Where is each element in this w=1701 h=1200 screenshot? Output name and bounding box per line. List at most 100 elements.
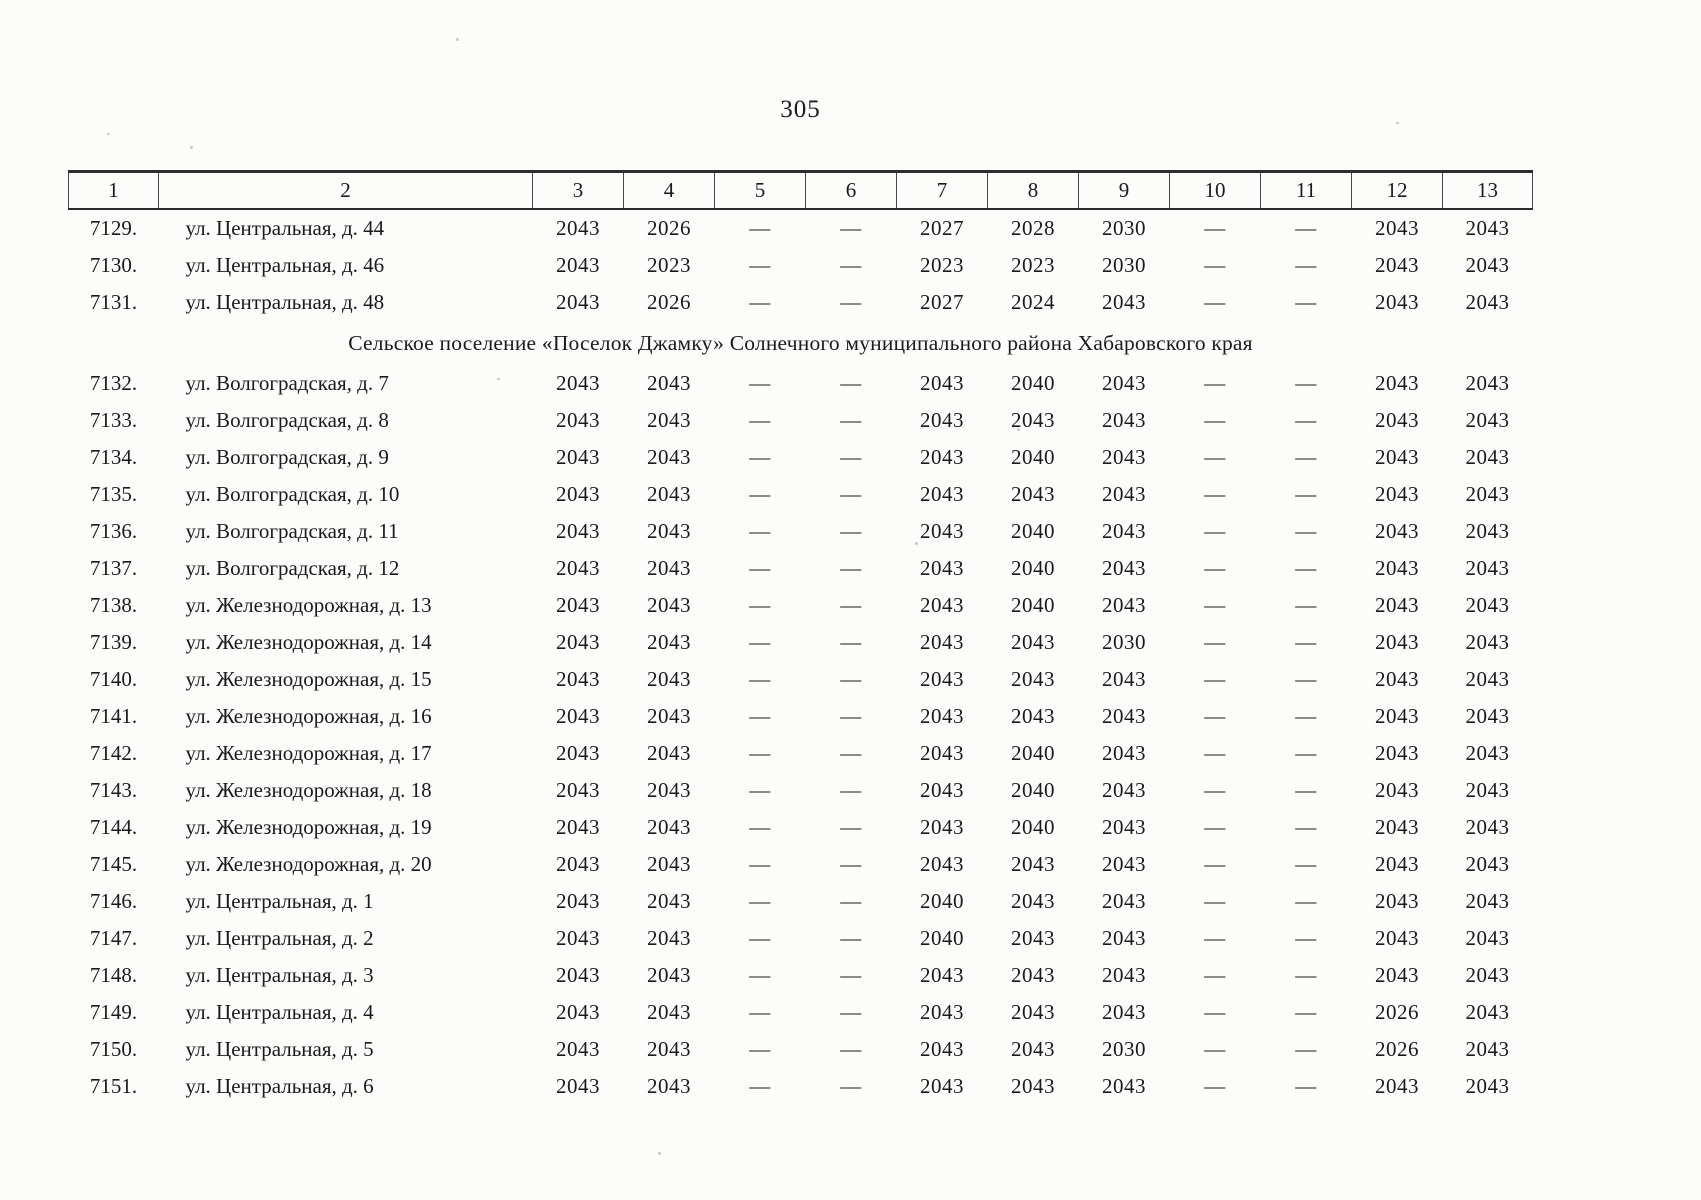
row-address: ул. Железнодорожная, д. 14 [185, 630, 432, 654]
row-address: ул. Центральная, д. 46 [185, 253, 385, 277]
row-value-col7: 2023 [920, 253, 964, 277]
row-value-col9: 2043 [1102, 852, 1146, 876]
row-value-col10: — [1204, 445, 1226, 469]
row-value-col5: — [749, 371, 771, 395]
row-value-col11: — [1295, 482, 1317, 506]
row-value-col13: 2043 [1465, 519, 1510, 543]
row-value-col8: 2043 [1011, 704, 1055, 728]
table-row: 7129. ул. Центральная, д. 44 2043 2026 —… [69, 209, 1533, 247]
row-value-col10: — [1204, 704, 1226, 728]
row-number: 7141. [89, 704, 138, 728]
row-value-col3: 2043 [556, 852, 600, 876]
row-value-col4: 2043 [647, 556, 691, 580]
row-value-col5: — [749, 852, 771, 876]
row-value-col5: — [749, 1037, 771, 1061]
row-value-col7: 2043 [920, 741, 964, 765]
row-value-col4: 2043 [647, 1074, 691, 1098]
row-value-col3: 2043 [556, 445, 600, 469]
row-value-col6: — [840, 445, 862, 469]
scan-speck [456, 38, 459, 41]
row-value-col11: — [1295, 963, 1317, 987]
row-value-col5: — [749, 445, 771, 469]
row-value-col4: 2043 [647, 704, 691, 728]
row-value-col13: 2043 [1465, 741, 1510, 765]
row-value-col5: — [749, 815, 771, 839]
row-value-col12: 2043 [1375, 556, 1419, 580]
row-value-col12: 2043 [1375, 889, 1419, 913]
table-row: 7149. ул. Центральная, д. 4 2043 2043 — … [69, 994, 1533, 1031]
row-number: 7140. [89, 667, 138, 691]
row-value-col8: 2023 [1011, 253, 1055, 277]
row-value-col11: — [1295, 1000, 1317, 1024]
table-row: 7139. ул. Железнодорожная, д. 14 2043 20… [69, 624, 1533, 661]
row-value-col12: 2043 [1375, 741, 1419, 765]
row-address: ул. Железнодорожная, д. 20 [185, 852, 432, 876]
row-value-col8: 2043 [1011, 482, 1055, 506]
row-value-col9: 2030 [1102, 253, 1146, 277]
row-value-col10: — [1204, 1037, 1226, 1061]
row-value-col3: 2043 [556, 1074, 600, 1098]
row-value-col8: 2043 [1011, 408, 1055, 432]
row-value-col12: 2043 [1375, 667, 1419, 691]
row-value-col9: 2043 [1102, 815, 1146, 839]
row-value-col12: 2043 [1375, 519, 1419, 543]
row-number: 7133. [89, 408, 138, 432]
row-value-col11: — [1295, 408, 1317, 432]
row-value-col11: — [1295, 1037, 1317, 1061]
row-value-col11: — [1295, 704, 1317, 728]
table-row: 7144. ул. Железнодорожная, д. 19 2043 20… [69, 809, 1533, 846]
row-address: ул. Центральная, д. 48 [185, 290, 385, 314]
row-value-col3: 2043 [556, 371, 600, 395]
row-value-col7: 2043 [920, 778, 964, 802]
row-value-col9: 2043 [1102, 704, 1146, 728]
row-value-col7: 2043 [920, 815, 964, 839]
column-header-5: 5 [714, 170, 806, 210]
row-value-col8: 2043 [1011, 852, 1055, 876]
row-address: ул. Центральная, д. 5 [185, 1037, 374, 1061]
row-value-col4: 2043 [647, 1037, 691, 1061]
row-value-col7: 2043 [920, 445, 964, 469]
row-number: 7144. [89, 815, 138, 839]
row-value-col4: 2043 [647, 593, 691, 617]
table-row: 7138. ул. Железнодорожная, д. 13 2043 20… [69, 587, 1533, 624]
row-value-col5: — [749, 778, 771, 802]
row-value-col3: 2043 [556, 216, 600, 240]
row-value-col12: 2043 [1375, 593, 1419, 617]
row-value-col9: 2043 [1102, 290, 1146, 314]
row-address: ул. Волгоградская, д. 10 [185, 482, 400, 506]
row-value-col3: 2043 [556, 1037, 600, 1061]
row-value-col9: 2043 [1102, 1074, 1146, 1098]
row-address: ул. Волгоградская, д. 7 [185, 371, 389, 395]
row-value-col12: 2043 [1375, 253, 1419, 277]
table-row: 7135. ул. Волгоградская, д. 10 2043 2043… [69, 476, 1533, 513]
row-value-col11: — [1295, 445, 1317, 469]
row-value-col10: — [1204, 852, 1226, 876]
row-address: ул. Центральная, д. 44 [185, 216, 385, 240]
row-value-col8: 2028 [1011, 216, 1055, 240]
row-value-col6: — [840, 482, 862, 506]
row-address: ул. Волгоградская, д. 9 [185, 445, 389, 469]
row-value-col8: 2043 [1011, 963, 1055, 987]
row-value-col6: — [840, 1037, 862, 1061]
row-number: 7149. [89, 1000, 138, 1024]
row-value-col10: — [1204, 556, 1226, 580]
row-value-col13: 2043 [1465, 926, 1510, 950]
table-row: 7140. ул. Железнодорожная, д. 15 2043 20… [69, 661, 1533, 698]
row-value-col6: — [840, 963, 862, 987]
row-value-col6: — [840, 253, 862, 277]
row-value-col6: — [840, 630, 862, 654]
row-value-col8: 2040 [1011, 815, 1055, 839]
row-value-col12: 2043 [1375, 216, 1419, 240]
row-value-col9: 2043 [1102, 519, 1146, 543]
row-value-col4: 2043 [647, 1000, 691, 1024]
row-value-col13: 2043 [1465, 371, 1510, 395]
row-value-col3: 2043 [556, 667, 600, 691]
row-address: ул. Железнодорожная, д. 15 [185, 667, 432, 691]
table-row: 7148. ул. Центральная, д. 3 2043 2043 — … [69, 957, 1533, 994]
row-value-col13: 2043 [1465, 1000, 1510, 1024]
table-body: 7129. ул. Центральная, д. 44 2043 2026 —… [69, 209, 1533, 1105]
column-header-13: 13 [1442, 170, 1533, 210]
table-row: 7141. ул. Железнодорожная, д. 16 2043 20… [69, 698, 1533, 735]
row-value-col11: — [1295, 852, 1317, 876]
row-number: 7136. [89, 519, 138, 543]
